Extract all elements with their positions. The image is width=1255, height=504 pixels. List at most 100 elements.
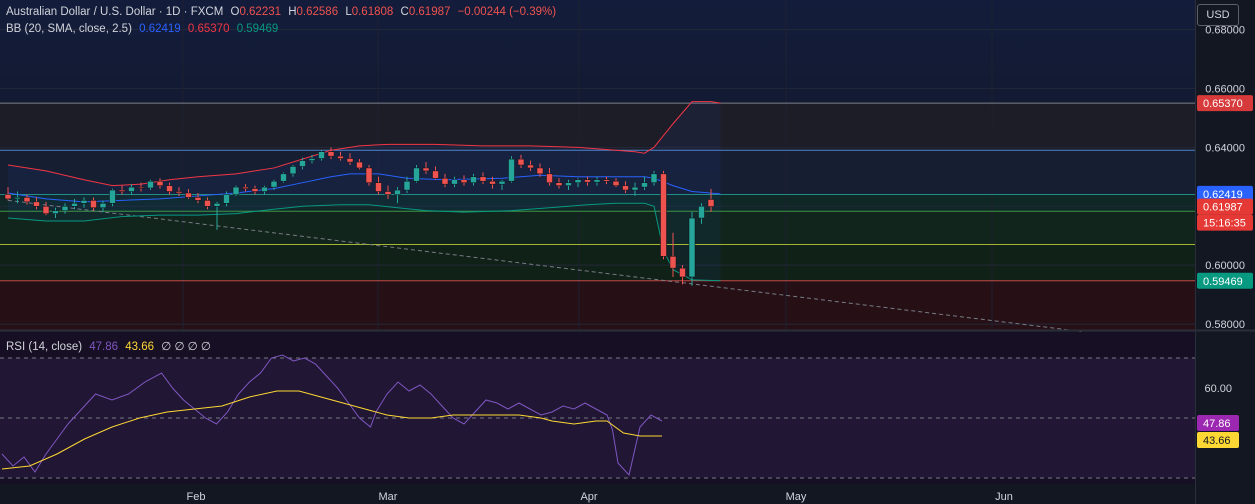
price-zone (0, 150, 1195, 195)
rsi-value: 47.86 (89, 341, 119, 353)
candle-body (337, 155, 344, 159)
candle-body (318, 151, 325, 159)
trendline-line (7, 199, 1082, 332)
price-zone (0, 103, 1195, 151)
price-tick-label: 0.64000 (1205, 142, 1245, 154)
price-tick-label: 0.58000 (1205, 319, 1245, 331)
candle-body (232, 186, 240, 195)
candle-body (555, 182, 563, 186)
candle-body (356, 161, 363, 169)
bb-legend[interactable]: BB (20, SMA, close, 2.5) 0.62419 0.65370… (6, 23, 282, 35)
candle-body (574, 179, 582, 183)
rsi-ma-value: 43.66 (125, 341, 155, 353)
price-zone (0, 244, 1195, 281)
candle-body (156, 180, 164, 186)
rsi-extra-values: ∅ ∅ ∅ ∅ (161, 341, 211, 353)
candle-body (698, 206, 705, 219)
candle-body (650, 173, 658, 183)
candle-body (242, 186, 249, 189)
candle-body (479, 176, 487, 182)
candle-body (346, 158, 354, 163)
time-tick-label: Feb (187, 491, 206, 503)
rsi-pane (0, 354, 1195, 479)
candle-body (394, 189, 401, 195)
candle-body (204, 200, 211, 207)
rsi-badge (1197, 415, 1239, 431)
candle-body (61, 206, 69, 211)
candlestick-series (4, 147, 715, 286)
candle-body (128, 186, 135, 192)
candle-body (80, 200, 88, 204)
candle-body (432, 170, 439, 179)
candle-body (42, 206, 50, 214)
candle-body (489, 180, 496, 185)
candle-body (641, 182, 648, 188)
candle-body (679, 267, 686, 278)
candle-body (71, 203, 78, 207)
candle-body (508, 158, 515, 182)
candle-body (251, 188, 259, 192)
candle-body (270, 180, 278, 188)
candle-body (660, 173, 667, 257)
time-tick-label: Apr (580, 491, 597, 503)
rsi-ma-line (1, 390, 662, 470)
price-badge-label: 0.62419 (1203, 189, 1243, 201)
rsi-legend-name[interactable]: RSI (14, close) (6, 341, 83, 353)
candle-body (365, 167, 373, 183)
candle-body (603, 179, 610, 182)
candle-body (4, 194, 12, 200)
ohlc-close: C0.61987 (400, 6, 451, 18)
bb-basis-line (7, 173, 721, 203)
candle-body (403, 180, 411, 191)
candle-body (52, 210, 59, 214)
candle-body (223, 194, 230, 204)
candle-body (441, 178, 449, 185)
candle-body (213, 203, 221, 207)
candle-body (593, 179, 601, 183)
candle-body (23, 197, 31, 203)
horizontal-levels (0, 102, 1195, 282)
candle-body (137, 186, 145, 189)
candle-body (565, 182, 572, 186)
candle-body (498, 180, 506, 185)
candle-body (527, 164, 534, 169)
price-badge (1197, 272, 1253, 289)
candle-body (109, 189, 116, 204)
candle-body (90, 200, 97, 208)
candle-body (622, 185, 629, 191)
candle-body (584, 179, 591, 183)
price-tick-label: 0.60000 (1205, 260, 1245, 272)
price-axis[interactable]: 0.680000.660000.640000.620000.600000.580… (1197, 24, 1253, 331)
candle-body (280, 173, 287, 182)
candle-body (422, 167, 430, 172)
rsi-axis[interactable]: 60.00 47.86 43.66 (1197, 383, 1239, 448)
candle-body (451, 179, 458, 185)
candle-body (612, 180, 620, 186)
candle-body (517, 158, 525, 166)
candle-body (33, 201, 40, 207)
ohlc-open: O0.62231 (230, 6, 282, 18)
price-badge-label: 0.61987 (1203, 202, 1243, 214)
time-tick-label: Mar (379, 491, 398, 503)
price-badge-label: 0.59469 (1203, 276, 1243, 288)
candle-body (14, 197, 21, 200)
candle-body (147, 180, 154, 189)
bb-lower-line (7, 202, 721, 282)
candle-body (308, 158, 316, 161)
price-zones (0, 103, 1195, 330)
candle-body (99, 203, 107, 208)
time-axis[interactable]: Feb Mar Apr May Jun (187, 491, 1013, 503)
price-badge (1197, 198, 1253, 215)
currency-button[interactable]: USD (1197, 4, 1239, 26)
bb-upper-value: 0.65370 (187, 23, 230, 35)
rsi-legend[interactable]: RSI (14, close) 47.86 43.66 ∅ ∅ ∅ ∅ (6, 339, 215, 353)
candle-body (669, 256, 677, 269)
time-tick-label: May (786, 491, 807, 503)
rsi-tick-label: 60.00 (1204, 383, 1232, 395)
bb-legend-name[interactable]: BB (20, SMA, close, 2.5) (6, 23, 132, 35)
symbol-legend[interactable]: Australian Dollar / U.S. Dollar · 1D · F… (6, 6, 560, 18)
rsi-ma-badge-label: 43.66 (1203, 435, 1231, 447)
candle-body (299, 160, 306, 167)
symbol-title[interactable]: Australian Dollar / U.S. Dollar · 1D · F… (6, 6, 224, 18)
